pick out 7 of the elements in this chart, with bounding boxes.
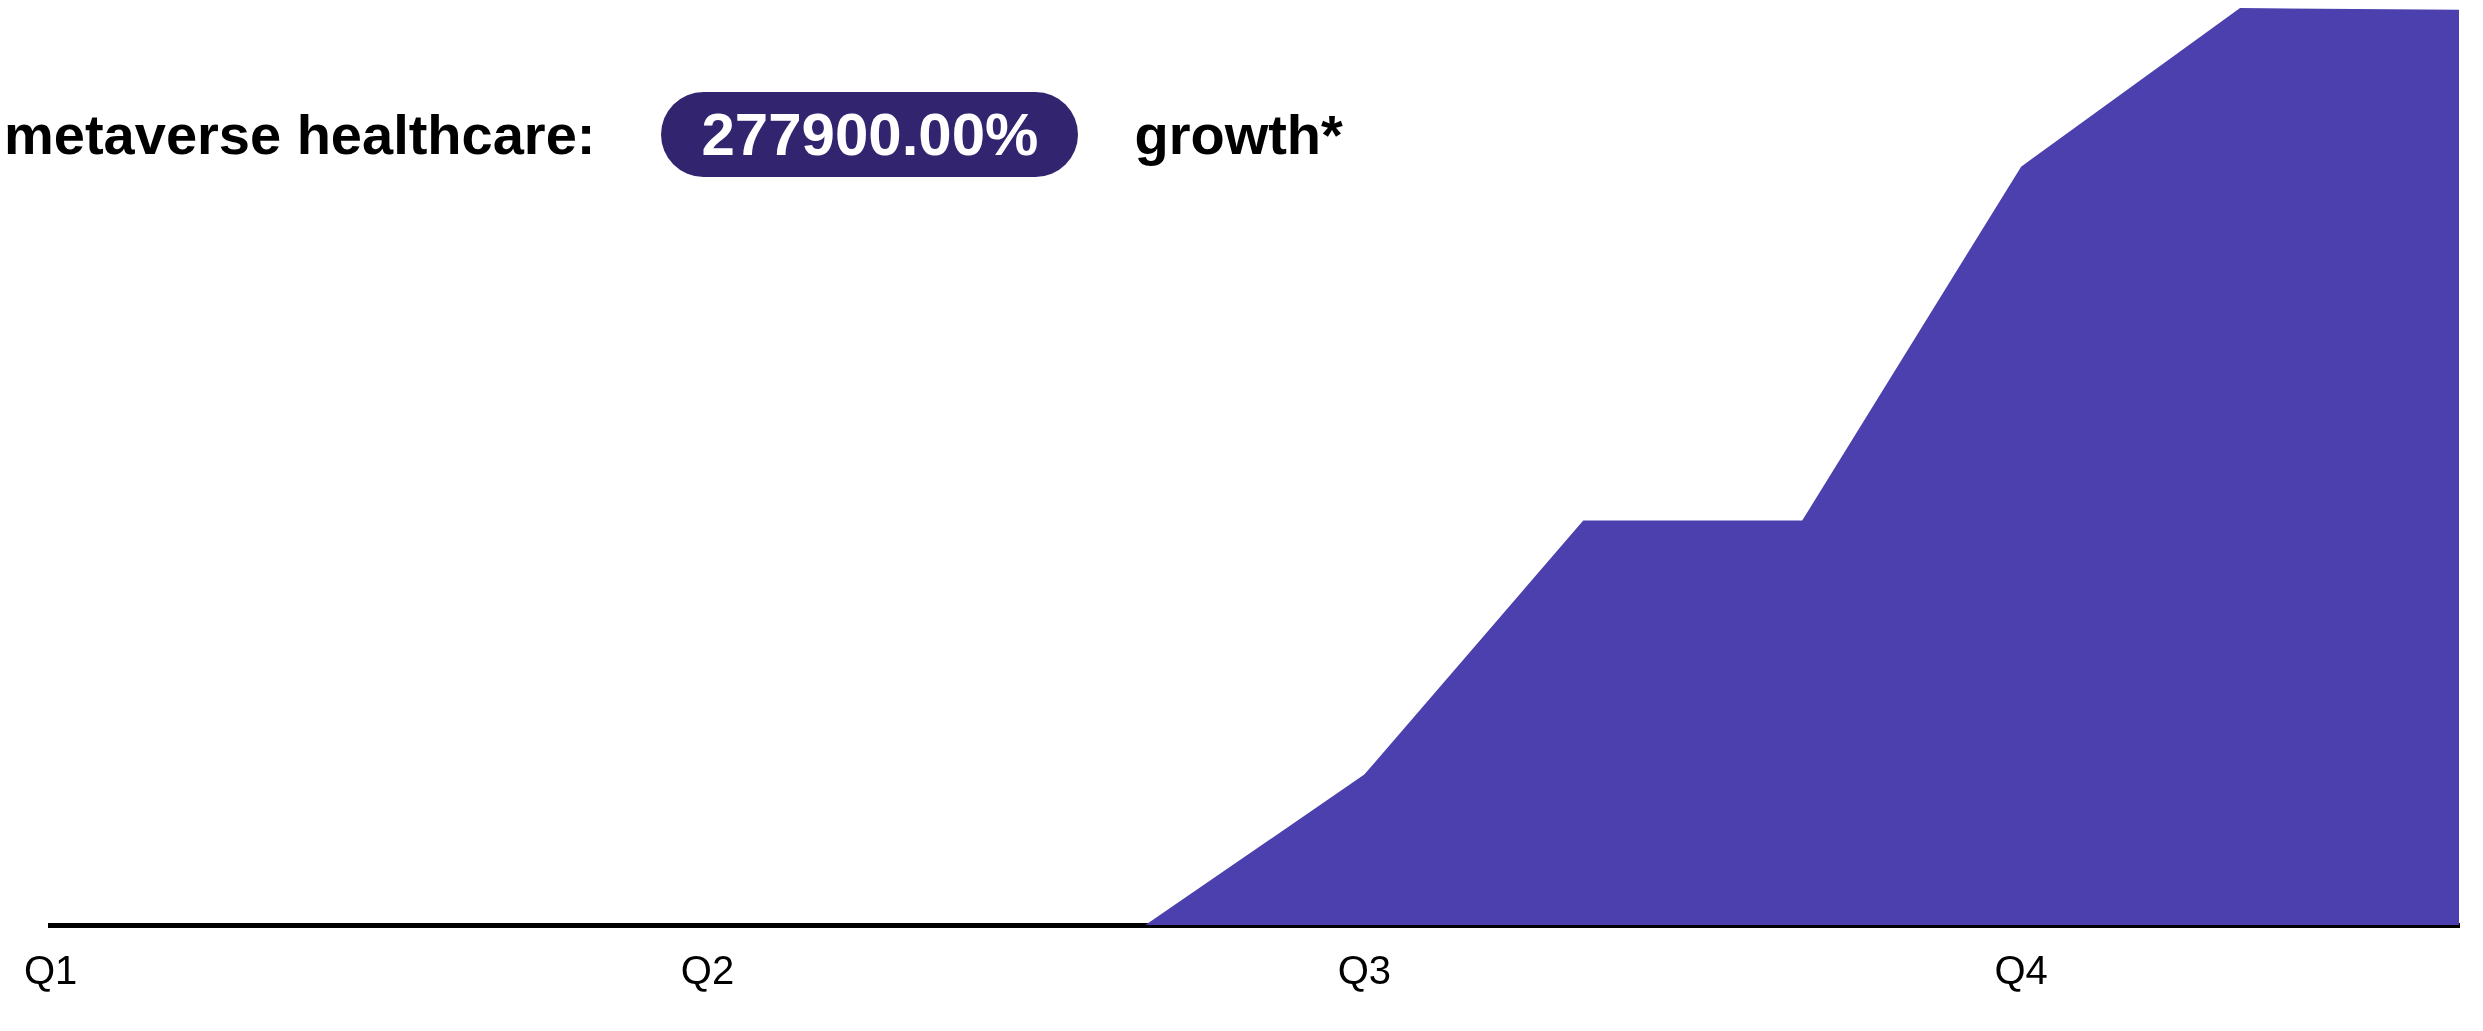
text: metaverse healthcare: [4,102,596,167]
x-tick-label: Q4 [1994,948,2048,993]
annotation: 277900.00% [661,92,1079,177]
x-tick-label: Q2 [680,948,735,993]
x-tick-label: Q1 [24,948,78,993]
annotation: growth* [1134,102,1343,167]
x-tick-label: Q3 [1337,948,1391,993]
